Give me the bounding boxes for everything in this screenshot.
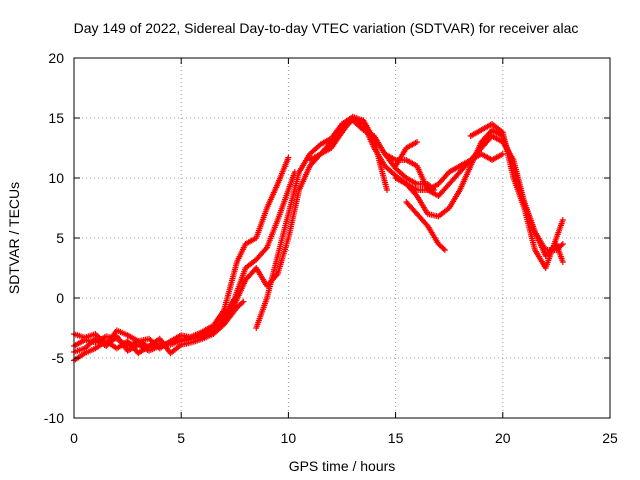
x-tick-label: 0 <box>70 430 78 446</box>
ticks <box>73 57 611 419</box>
x-tick-label: 25 <box>602 430 618 446</box>
series-track-2 <box>71 169 298 352</box>
chart-title: Day 149 of 2022, Sidereal Day-to-day VTE… <box>74 20 579 36</box>
series-track-8 <box>392 133 566 253</box>
x-tick-label: 5 <box>177 430 185 446</box>
data-point <box>559 217 566 223</box>
data-point <box>440 245 447 252</box>
series-track-3 <box>71 115 566 355</box>
data-point <box>558 242 565 249</box>
data-point <box>239 299 246 306</box>
y-tick-label: -10 <box>44 410 64 426</box>
data-point <box>559 259 566 265</box>
y-tick-label: -5 <box>52 350 65 366</box>
data-point <box>414 139 421 145</box>
y-axis-label: SDTVAR / TECUs <box>6 182 22 294</box>
series-track-11 <box>467 121 566 271</box>
data-layer <box>71 113 566 364</box>
data-point <box>262 245 269 252</box>
y-tick-label: 15 <box>48 110 64 126</box>
data-point <box>285 154 292 161</box>
data-point <box>499 151 506 157</box>
series-track-4 <box>71 298 247 364</box>
series-track-6 <box>306 117 438 193</box>
x-axis-label: GPS time / hours <box>289 458 396 474</box>
data-point <box>384 187 391 193</box>
series-track-10 <box>403 199 448 253</box>
grid <box>74 58 610 418</box>
y-tick-label: 20 <box>48 50 64 66</box>
x-tick-label: 15 <box>388 430 404 446</box>
data-point <box>441 247 448 253</box>
data-point <box>240 298 247 305</box>
series-track-5 <box>253 113 391 331</box>
y-tick-label: 10 <box>48 170 64 186</box>
tick-labels: 0 5 10 15 20 25 -10 -5 0 5 10 15 20 <box>44 50 618 446</box>
series-track-9 <box>392 139 421 169</box>
data-point <box>559 241 566 247</box>
x-tick-label: 10 <box>281 430 297 446</box>
x-tick-label: 20 <box>495 430 511 446</box>
y-tick-label: 0 <box>56 290 64 306</box>
y-tick-label: 5 <box>56 230 64 246</box>
